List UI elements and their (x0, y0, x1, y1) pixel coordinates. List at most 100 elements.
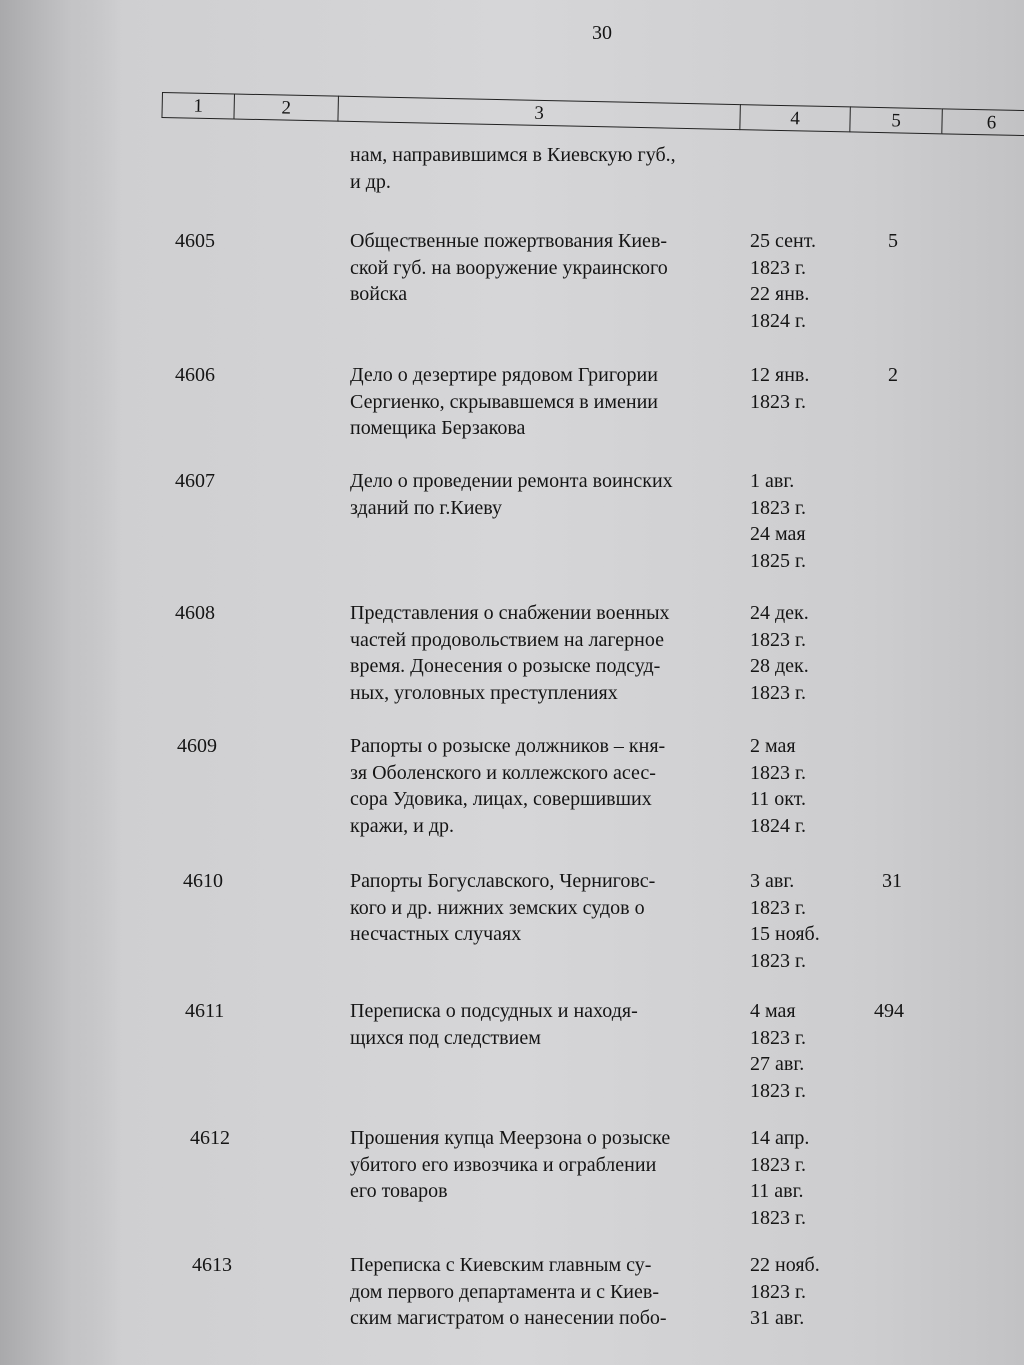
file-description: Рапорты Богуславского, Черниговс-кого и … (350, 868, 735, 948)
description-line: нам, направившимся в Киевскую губ., (350, 144, 676, 166)
file-number: 4611 (185, 1000, 225, 1022)
file-description: Дело о проведении ремонта воинских зданий… (350, 468, 735, 521)
description-line: Прошения купца Меерзона о розыске (350, 1127, 671, 1149)
date-line: 31 авг. (750, 1307, 805, 1329)
date-line: 22 нояб. (750, 1254, 820, 1276)
date-line: 4 мая (750, 1000, 796, 1022)
header-col-3: 3 (337, 95, 740, 131)
file-number: 4612 (190, 1127, 230, 1149)
description-line: Переписка о подсудных и находя- (350, 1000, 638, 1022)
date-line: 14 апр. (750, 1127, 810, 1149)
date-line: 1823 г. (750, 1280, 806, 1303)
date-line: 1824 г. (750, 814, 806, 837)
description-line: время. Донесения о розыске подсуд- (350, 655, 661, 677)
description-line: частей продовольствием на лагерное (350, 628, 664, 651)
sheet-count: 31 (882, 870, 902, 892)
date-line: 1823 г. (750, 896, 806, 919)
date-line: 25 сент. (750, 230, 816, 252)
file-description: Прошения купца Меерзона о розыске убитого… (350, 1125, 735, 1205)
date-line: 15 нояб. (750, 923, 820, 945)
date-line: 1823 г. (750, 1026, 806, 1049)
file-dates: 22 нояб. 1823 г. 31 авг. (750, 1252, 860, 1332)
file-dates: 14 апр. 1823 г. 11 авг. 1823 г. (750, 1125, 860, 1231)
file-dates: 4 мая 1823 г. 27 авг. 1823 г. (750, 998, 860, 1104)
file-number: 4609 (177, 735, 217, 757)
file-number: 4608 (175, 602, 215, 624)
date-line: 1823 г. (750, 496, 806, 519)
file-description: Представления о снабжении военных частей … (350, 600, 735, 706)
description-line: ных, уголовных преступлениях (350, 681, 618, 704)
description-line: Переписка с Киевским главным су- (350, 1254, 652, 1276)
sheet-count: 5 (888, 230, 898, 252)
description-line: помещика Берзакова (350, 417, 526, 439)
file-dates: 24 дек. 1823 г. 28 дек. 1823 г. (750, 600, 860, 706)
description-line: зданий по г.Киеву (350, 496, 503, 519)
date-line: 1823 г. (750, 256, 806, 279)
description-line: убитого его извозчика и ограблении (350, 1153, 657, 1176)
date-line: 11 окт. (750, 788, 806, 810)
header-col-1: 1 (161, 92, 234, 120)
continuation-description: нам, направившимся в Киевскую губ., и др… (350, 142, 735, 195)
header-col-6: 6 (941, 108, 1024, 137)
file-description: Общественные пожертвования Киев-ской губ… (350, 228, 735, 308)
file-dates: 2 мая 1823 г. 11 окт. 1824 г. (750, 733, 860, 839)
file-dates: 3 авг. 1823 г. 15 нояб. 1823 г. (750, 868, 860, 974)
description-line: Представления о снабжении военных (350, 602, 670, 624)
date-line: 1825 г. (750, 549, 806, 572)
file-description: Переписка с Киевским главным су-дом перв… (350, 1252, 735, 1332)
date-line: 1823 г. (750, 1206, 806, 1229)
description-line: кого и др. нижних земских судов о (350, 896, 645, 919)
date-line: 1823 г. (750, 390, 806, 413)
date-line: 2 мая (750, 735, 796, 757)
description-line: кражи, и др. (350, 814, 454, 837)
description-line: его товаров (350, 1180, 448, 1202)
file-description: Переписка о подсудных и находя-щихся под… (350, 998, 735, 1051)
description-line: Сергиенко, скрывавшемся в имении (350, 390, 658, 413)
file-dates: 12 янв. 1823 г. (750, 362, 860, 415)
description-line: щихся под следствием (350, 1026, 541, 1049)
description-line: ской губ. на вооружение украинского (350, 256, 668, 279)
description-line: и др. (350, 170, 391, 193)
date-line: 27 авг. (750, 1053, 805, 1075)
file-description: Рапорты о розыске должников – кня-зя Обо… (350, 733, 735, 839)
date-line: 1823 г. (750, 1153, 806, 1176)
file-number: 4613 (192, 1254, 232, 1276)
date-line: 28 дек. (750, 655, 809, 677)
date-line: 1823 г. (750, 681, 806, 704)
description-line: Рапорты о розыске должников – кня- (350, 735, 666, 757)
date-line: 11 авг. (750, 1180, 804, 1202)
description-line: Дело о дезертире рядовом Григории (350, 364, 658, 386)
sheet-count: 494 (874, 1000, 904, 1022)
file-description: Дело о дезертире рядовом Григории Сергиен… (350, 362, 735, 442)
date-line: 1823 г. (750, 761, 806, 784)
description-line: войска (350, 283, 408, 305)
date-line: 24 мая (750, 523, 806, 545)
description-line: дом первого департамента и с Киев- (350, 1280, 659, 1303)
file-number: 4610 (183, 870, 223, 892)
date-line: 24 дек. (750, 602, 809, 624)
date-line: 1824 г. (750, 309, 806, 332)
description-line: несчастных случаях (350, 923, 522, 945)
header-col-5: 5 (849, 106, 942, 135)
page-number: 30 (592, 22, 612, 44)
table-header: 1 2 3 4 5 6 (161, 92, 1024, 138)
file-number: 4606 (175, 364, 215, 386)
description-line: сора Удовика, лицах, совершивших (350, 788, 652, 810)
date-line: 1823 г. (750, 628, 806, 651)
description-line: ским магистратом о нанесении побо- (350, 1307, 667, 1329)
date-line: 12 янв. (750, 364, 810, 386)
date-line: 1823 г. (750, 949, 806, 972)
date-line: 22 янв. (750, 283, 810, 305)
description-line: Общественные пожертвования Киев- (350, 230, 668, 252)
date-line: 1823 г. (750, 1079, 806, 1102)
sheet-count: 2 (888, 364, 898, 386)
date-line: 1 авг. (750, 470, 795, 492)
header-col-2: 2 (233, 93, 338, 122)
description-line: Рапорты Богуславского, Черниговс- (350, 870, 656, 892)
header-col-4: 4 (739, 104, 850, 133)
file-dates: 1 авг. 1823 г. 24 мая 1825 г. (750, 468, 860, 574)
date-line: 3 авг. (750, 870, 795, 892)
description-line: зя Оболенского и коллежского асес- (350, 761, 656, 784)
description-line: Дело о проведении ремонта воинских (350, 470, 673, 492)
file-number: 4605 (175, 230, 215, 252)
